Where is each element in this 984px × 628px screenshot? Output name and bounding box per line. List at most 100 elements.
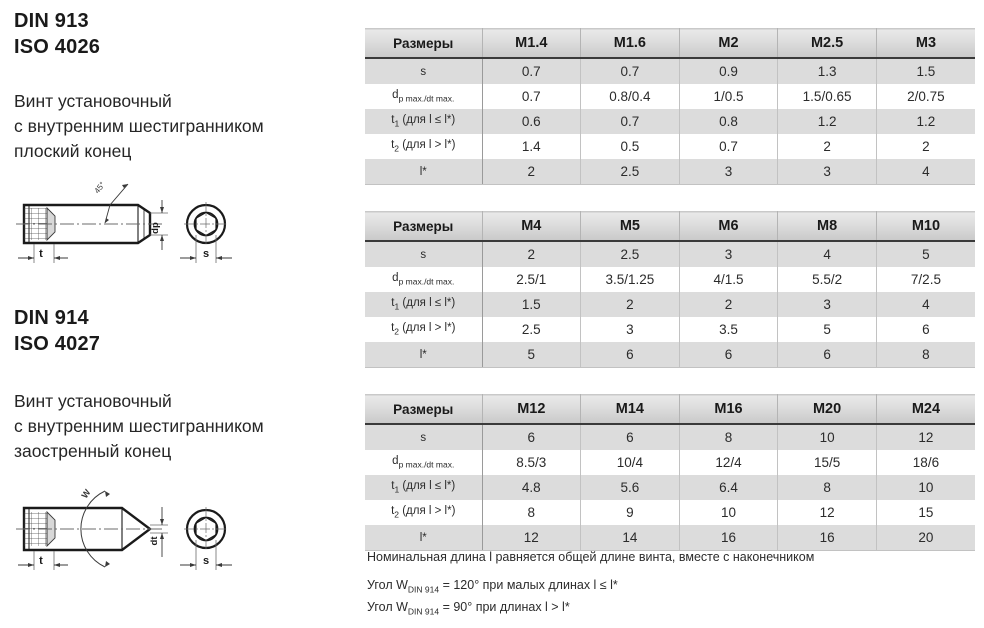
cell: 2 — [482, 159, 582, 185]
footnote-nominal-length: Номинальная длина l равняется общей длин… — [367, 550, 815, 564]
cell: 1/0.5 — [679, 84, 779, 109]
technical-drawing-din913: 45° t dp — [10, 178, 260, 283]
cell: 15 — [876, 500, 975, 525]
dim-label-dt: dt — [149, 536, 160, 546]
cell: 12 — [777, 500, 877, 525]
table1-col-1: M1.6 — [580, 28, 680, 59]
table-row: s 2 2.5 3 4 5 — [365, 241, 975, 267]
standard-heading-din913: DIN 913 ISO 4026 — [14, 8, 100, 60]
table-row: t2 (для l > l*) 2.5 3 3.5 5 6 — [365, 317, 975, 342]
cell: 16 — [777, 525, 877, 551]
cell: 0.7 — [482, 58, 582, 84]
cell: 0.8/0.4 — [580, 84, 680, 109]
cell: 2 — [777, 134, 877, 159]
standard-iso-number-2: ISO 4027 — [14, 333, 101, 355]
cell: 6 — [679, 342, 779, 368]
description-line-1: Винт установочный — [14, 91, 172, 111]
cell: 5.5/2 — [777, 267, 877, 292]
cell: 2 — [679, 292, 779, 317]
cell: 2.5 — [580, 241, 680, 267]
dimensions-table-3: Размеры M12 M14 M16 M20 M24 s 6 6 8 10 1… — [365, 394, 975, 551]
cell: 3.5 — [679, 317, 779, 342]
cell: 2.5 — [580, 159, 680, 185]
table-row: t2 (для l > l*) 1.4 0.5 0.7 2 2 — [365, 134, 975, 159]
description-2-line-2: с внутренним шестигранником — [14, 416, 264, 436]
cell: 0.7 — [679, 134, 779, 159]
cell: 2.5 — [482, 317, 582, 342]
cell: 8 — [876, 342, 975, 368]
cell: 10 — [876, 475, 975, 500]
cell: 0.7 — [580, 58, 680, 84]
cell: 1.4 — [482, 134, 582, 159]
cell: 1.3 — [777, 58, 877, 84]
table1-col-3: M2.5 — [777, 28, 877, 59]
table2-col-1: M5 — [580, 211, 680, 242]
row-label: s — [365, 424, 483, 450]
row-label: s — [365, 58, 483, 84]
cell: 5.6 — [580, 475, 680, 500]
cell: 4 — [876, 292, 975, 317]
description-line-3: плоский конец — [14, 141, 132, 161]
row-label: dp max./dt max. — [365, 450, 483, 475]
table1-col-4: M3 — [876, 28, 975, 59]
cell: 2.5/1 — [482, 267, 582, 292]
cell: 1.2 — [876, 109, 975, 134]
table1-header-label: Размеры — [365, 28, 483, 59]
table-row: t1 (для l ≤ l*) 1.5 2 2 3 4 — [365, 292, 975, 317]
cell: 3 — [777, 159, 877, 185]
table3-col-3: M20 — [777, 394, 877, 425]
standard-iso-number: ISO 4026 — [14, 36, 101, 58]
cell: 6 — [482, 424, 582, 450]
cell: 7/2.5 — [876, 267, 975, 292]
table2-header-label: Размеры — [365, 211, 483, 242]
description-2-line-1: Винт установочный — [14, 391, 172, 411]
row-label: s — [365, 241, 483, 267]
cell: 20 — [876, 525, 975, 551]
table-row: s 0.7 0.7 0.9 1.3 1.5 — [365, 58, 975, 84]
cell: 12 — [876, 424, 975, 450]
table2-col-2: M6 — [679, 211, 779, 242]
footnotes: Номинальная длина l равняется общей длин… — [367, 549, 982, 620]
cell: 1.5 — [876, 58, 975, 84]
cell: 3.5/1.25 — [580, 267, 680, 292]
standard-din-number-2: DIN 914 — [14, 307, 89, 329]
row-label: l* — [365, 525, 483, 551]
cell: 3 — [679, 241, 779, 267]
cell: 0.5 — [580, 134, 680, 159]
table1-col-0: M1.4 — [482, 28, 582, 59]
cell: 0.9 — [679, 58, 779, 84]
description-2-line-3: заостренный конец — [14, 441, 172, 461]
cell: 4.8 — [482, 475, 582, 500]
table-row: t1 (для l ≤ l*) 0.6 0.7 0.8 1.2 1.2 — [365, 109, 975, 134]
row-label: t2 (для l > l*) — [365, 134, 483, 159]
cell: 0.7 — [580, 109, 680, 134]
cell: 4 — [777, 241, 877, 267]
cell: 5 — [482, 342, 582, 368]
table-row: dp max./dt max. 8.5/3 10/4 12/4 15/5 18/… — [365, 450, 975, 475]
cell: 8 — [777, 475, 877, 500]
cell: 2/0.75 — [876, 84, 975, 109]
cell: 6 — [580, 424, 680, 450]
cell: 8 — [679, 424, 779, 450]
table-row: l* 5 6 6 6 8 — [365, 342, 975, 368]
table-header-row: Размеры M12 M14 M16 M20 M24 — [365, 394, 975, 425]
cell: 3 — [580, 317, 680, 342]
cell: 6 — [777, 342, 877, 368]
table3-col-2: M16 — [679, 394, 779, 425]
left-column: DIN 913 ISO 4026 Винт установочный с вну… — [10, 0, 355, 628]
dim-label-dp: dp — [150, 222, 161, 234]
cell: 8.5/3 — [482, 450, 582, 475]
cell: 6 — [580, 342, 680, 368]
cell: 10 — [679, 500, 779, 525]
footnote-angle-120: Угол WDIN 914 = 120° при малых длинах l … — [367, 578, 618, 595]
product-description-din914: Винт установочный с внутренним шестигран… — [14, 389, 264, 464]
cell: 15/5 — [777, 450, 877, 475]
row-label: dp max./dt max. — [365, 84, 483, 109]
description-line-2: с внутренним шестигранником — [14, 116, 264, 136]
row-label: l* — [365, 159, 483, 185]
table-row: dp max./dt max. 2.5/1 3.5/1.25 4/1.5 5.5… — [365, 267, 975, 292]
cell: 1.5 — [482, 292, 582, 317]
cell: 16 — [679, 525, 779, 551]
cell: 12/4 — [679, 450, 779, 475]
